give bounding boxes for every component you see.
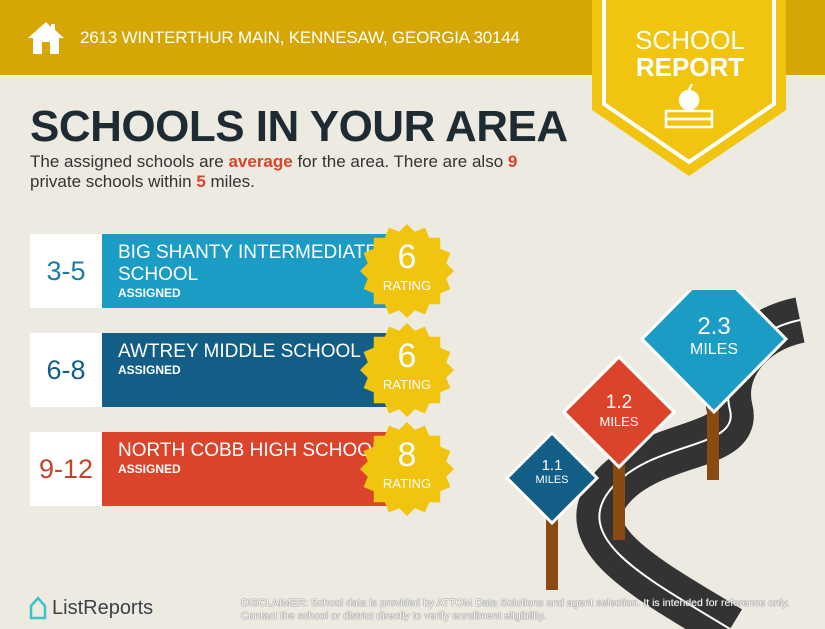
assignment-status: ASSIGNED bbox=[118, 363, 181, 377]
badge-title: SCHOOL REPORT bbox=[635, 25, 745, 82]
road-signs-illustration bbox=[504, 290, 806, 629]
listreports-logo: ListReports bbox=[28, 596, 153, 620]
rating-value: 6 bbox=[397, 238, 417, 276]
rating-label: RATING bbox=[382, 278, 432, 293]
school-info: NORTH COBB HIGH SCHOOL ASSIGNED bbox=[102, 432, 387, 506]
school-info: AWTREY MIDDLE SCHOOL ASSIGNED bbox=[102, 333, 387, 407]
school-name: BIG SHANTY INTERMEDIATE SCHOOL bbox=[118, 242, 379, 285]
house-icon bbox=[28, 22, 64, 54]
school-row[interactable]: 3-5 BIG SHANTY INTERMEDIATE SCHOOL ASSIG… bbox=[30, 224, 460, 318]
rating-seal-icon bbox=[360, 224, 454, 318]
rating-seal-icon bbox=[360, 323, 454, 417]
summary-text: The assigned schools are average for the… bbox=[30, 152, 518, 191]
page-title: SCHOOLS IN YOUR AREA bbox=[30, 102, 568, 151]
rating-label: RATING bbox=[382, 377, 432, 392]
sign-1-1-miles: 1.1 MILES bbox=[535, 457, 569, 486]
sign-2-3-miles: 2.3 MILES bbox=[689, 313, 738, 358]
school-report-badge bbox=[592, 0, 786, 176]
rating-value: 6 bbox=[397, 337, 417, 375]
assignment-status: ASSIGNED bbox=[118, 286, 181, 300]
school-name: AWTREY MIDDLE SCHOOL bbox=[118, 341, 361, 362]
rating-value: 8 bbox=[397, 436, 417, 474]
school-row[interactable]: 9-12 NORTH COBB HIGH SCHOOL ASSIGNED 8 R… bbox=[30, 422, 460, 516]
grade-range: 9-12 bbox=[30, 432, 102, 506]
assignment-status: ASSIGNED bbox=[118, 462, 181, 476]
grade-range: 3-5 bbox=[30, 234, 102, 308]
sign-1-2-miles: 1.2 MILES bbox=[599, 392, 639, 429]
disclaimer: DISCLAIMER: School data is provided by A… bbox=[241, 597, 790, 622]
rating-label: RATING bbox=[382, 476, 432, 491]
school-info: BIG SHANTY INTERMEDIATE SCHOOL ASSIGNED bbox=[102, 234, 387, 308]
school-row[interactable]: 6-8 AWTREY MIDDLE SCHOOL ASSIGNED 6 RATI… bbox=[30, 323, 460, 417]
grade-range: 6-8 bbox=[30, 333, 102, 407]
listreports-logo-icon bbox=[29, 596, 47, 620]
school-name: NORTH COBB HIGH SCHOOL bbox=[118, 440, 383, 461]
rating-seal-icon bbox=[360, 422, 454, 516]
property-address: 2613 WINTERTHUR MAIN, KENNESAW, GEORGIA … bbox=[80, 28, 520, 47]
apple-books-icon bbox=[664, 83, 714, 129]
